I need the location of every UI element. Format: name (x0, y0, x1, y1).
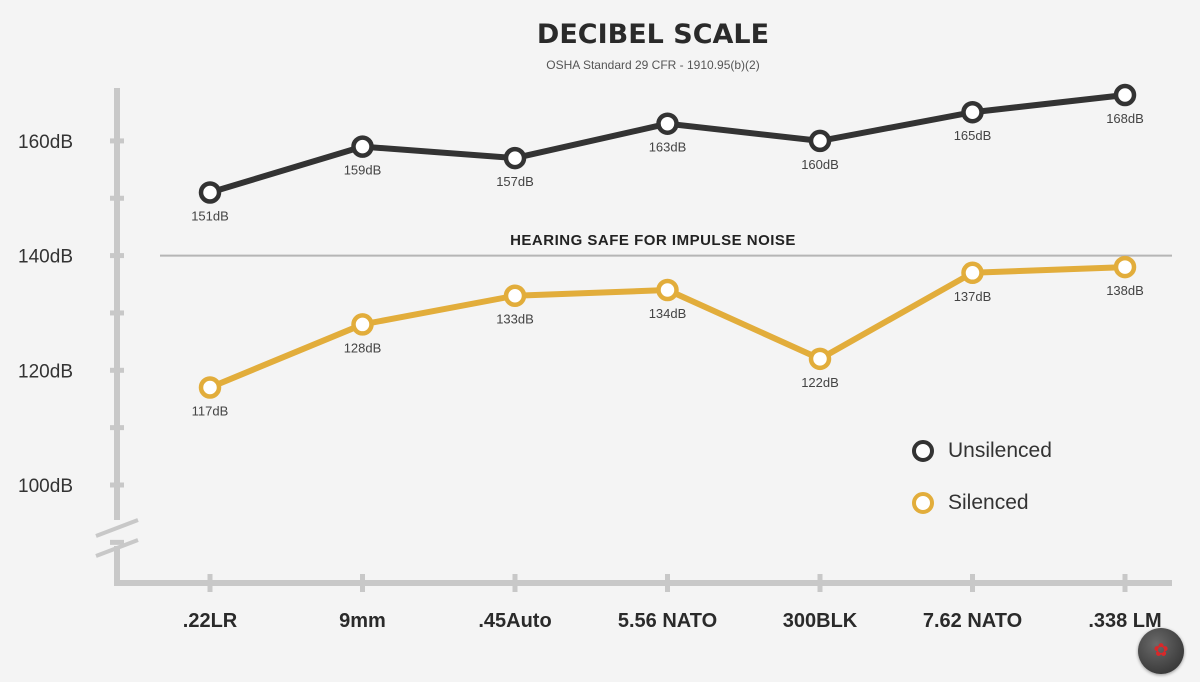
data-label-silenced: 128dB (344, 340, 382, 355)
data-label-unsilenced: 163dB (649, 140, 687, 155)
y-tick-label: 120dB (18, 361, 73, 382)
chart-title: DECIBEL SCALE (537, 19, 769, 50)
data-point-unsilenced (1113, 83, 1137, 107)
data-point-silenced (808, 347, 832, 371)
data-point-silenced (351, 313, 374, 336)
y-tick-label: 160dB (18, 132, 73, 153)
axes: 100dB 120dB 140dB 160dB .22LR 9mm .45Auto 5.56 … (18, 88, 1172, 632)
silenced-marker-icon (912, 492, 934, 514)
x-tick-label: .45Auto (478, 610, 551, 632)
axis-break-mark (95, 518, 139, 538)
legend: Unsilenced Silenced (912, 436, 1052, 540)
y-tick-label: 140dB (18, 247, 73, 268)
data-point-silenced (198, 376, 222, 399)
maple-leaf-icon: ✿ (1153, 640, 1169, 660)
chart-subtitle: OSHA Standard 29 CFR - 1910.95(b)(2) (546, 58, 759, 72)
unsilenced-marker-icon (912, 440, 934, 462)
data-point-unsilenced (198, 181, 222, 204)
legend-label-unsilenced: Unsilenced (948, 439, 1052, 462)
data-label-silenced: 138dB (1106, 283, 1144, 298)
data-point-unsilenced (808, 129, 832, 153)
x-tick-label: .338 LM (1088, 610, 1161, 632)
legend-label-silenced: Silenced (948, 491, 1029, 514)
x-tick-label: 5.56 NATO (618, 610, 717, 632)
reference-line-label: HEARING SAFE FOR IMPULSE NOISE (510, 232, 796, 249)
x-tick-label: 9mm (339, 610, 386, 632)
series-layer: 151dB 159dB 157dB 163dB 160dB 165dB 168dB 117dB… (191, 83, 1144, 419)
data-label-unsilenced: 151dB (191, 209, 229, 224)
reference-line-group: HEARING SAFE FOR IMPULSE NOISE (160, 232, 1172, 257)
y-tick-label: 100dB (18, 476, 73, 497)
channel-logo-icon: ✿ (1138, 628, 1184, 674)
legend-item-silenced: Silenced (912, 488, 1052, 518)
data-point-unsilenced (656, 112, 679, 135)
data-point-silenced (961, 261, 984, 285)
data-label-unsilenced: 157dB (496, 174, 534, 189)
legend-item-unsilenced: Unsilenced (912, 436, 1052, 466)
axis-break-mark (95, 538, 139, 558)
data-label-unsilenced: 160dB (801, 157, 839, 172)
data-label-silenced: 122dB (801, 375, 839, 390)
data-label-silenced: 133dB (496, 312, 534, 327)
data-point-silenced (1113, 255, 1137, 279)
x-tick-label: 300BLK (783, 610, 858, 632)
data-point-unsilenced (351, 135, 374, 158)
data-point-silenced (656, 278, 679, 302)
data-label-silenced: 137dB (954, 289, 992, 304)
data-point-unsilenced (503, 146, 527, 170)
data-label-unsilenced: 168dB (1106, 111, 1144, 126)
data-point-unsilenced (961, 100, 984, 124)
data-label-unsilenced: 159dB (344, 163, 382, 178)
data-point-silenced (503, 284, 527, 307)
data-label-silenced: 134dB (649, 306, 687, 321)
x-tick-label: .22LR (183, 610, 238, 632)
data-label-unsilenced: 165dB (954, 128, 992, 143)
data-label-silenced: 117dB (192, 404, 229, 419)
x-tick-label: 7.62 NATO (923, 610, 1022, 632)
